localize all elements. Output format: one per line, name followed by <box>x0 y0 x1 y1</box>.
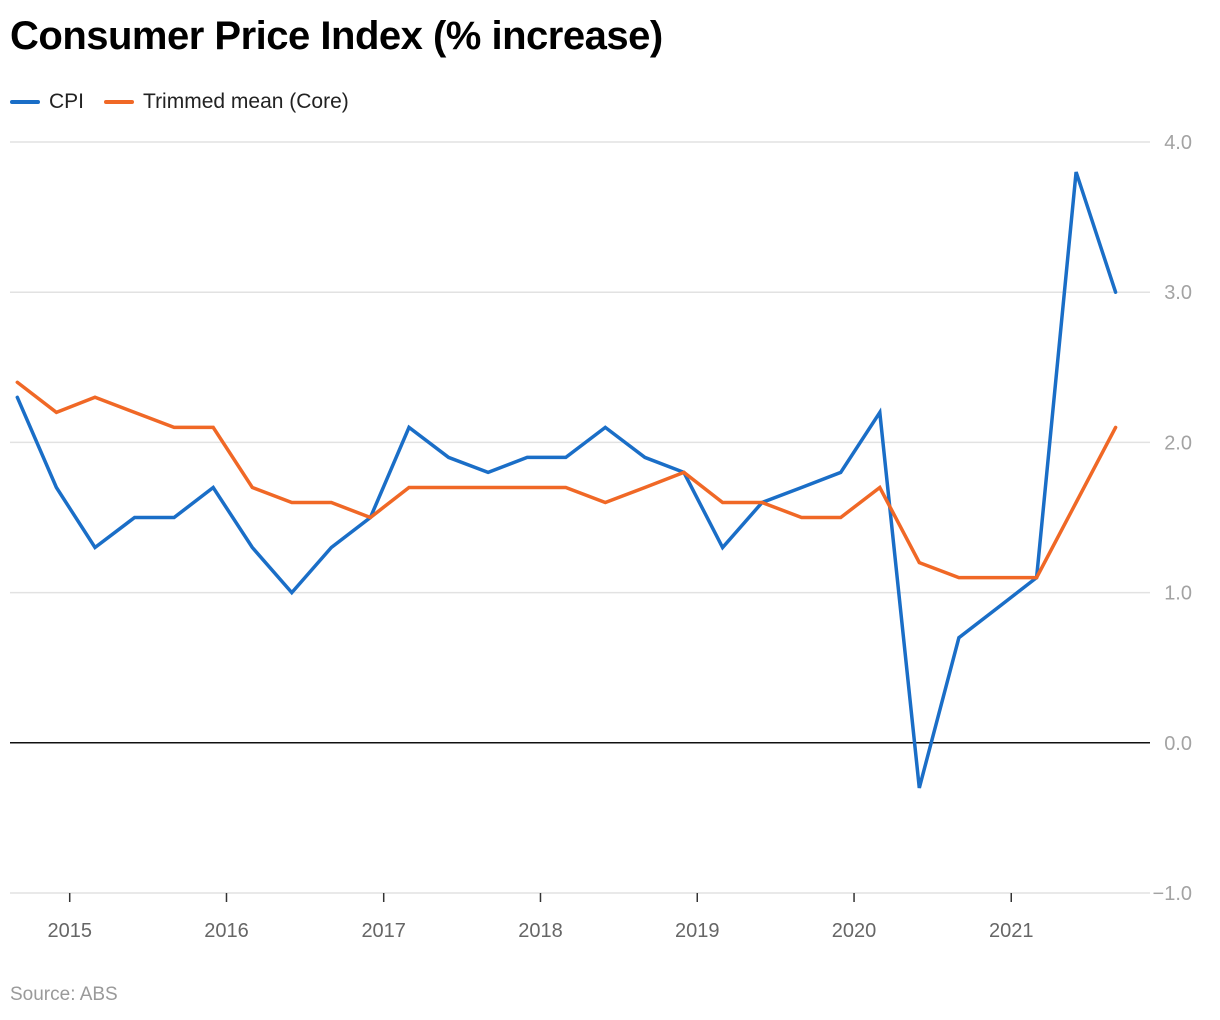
y-tick-label: 1.0 <box>1164 583 1192 605</box>
legend-item-cpi[interactable]: CPI <box>10 90 84 114</box>
x-tick-label: 2015 <box>47 920 92 942</box>
y-tick-label: 3.0 <box>1164 282 1192 304</box>
series <box>15 171 1118 789</box>
x-tick-label: 2016 <box>204 920 249 942</box>
legend: CPI Trimmed mean (Core) <box>10 86 369 118</box>
x-tick-label: 2021 <box>989 920 1034 942</box>
x-tick-label: 2020 <box>832 920 877 942</box>
legend-label-trimmed-mean: Trimmed mean (Core) <box>143 90 349 113</box>
series-line-trimmed-mean-core <box>15 380 1118 580</box>
legend-swatch-cpi <box>10 100 40 104</box>
x-tick-label: 2018 <box>518 920 563 942</box>
y-tick-label: 4.0 <box>1164 132 1192 154</box>
source-note: Source: ABS <box>10 984 118 1005</box>
y-axis: 4.0 3.0 2.0 1.0 0.0 −1.0 <box>1153 132 1192 905</box>
legend-swatch-trimmed-mean <box>104 100 135 104</box>
y-tick-label: −1.0 <box>1153 883 1192 905</box>
legend-label-cpi: CPI <box>49 90 85 113</box>
y-tick-label: 0.0 <box>1164 733 1192 755</box>
legend-item-trimmed-mean[interactable]: Trimmed mean (Core) <box>104 90 349 114</box>
x-axis: 2015 2016 2017 2018 2019 2020 2021 <box>47 893 1034 942</box>
chart-title: Consumer Price Index (% increase) <box>10 14 663 58</box>
series-line-cpi <box>15 171 1118 789</box>
gridlines <box>10 141 1150 894</box>
x-tick-label: 2019 <box>675 920 720 942</box>
y-tick-label: 2.0 <box>1164 432 1192 454</box>
x-tick-label: 2017 <box>361 920 406 942</box>
